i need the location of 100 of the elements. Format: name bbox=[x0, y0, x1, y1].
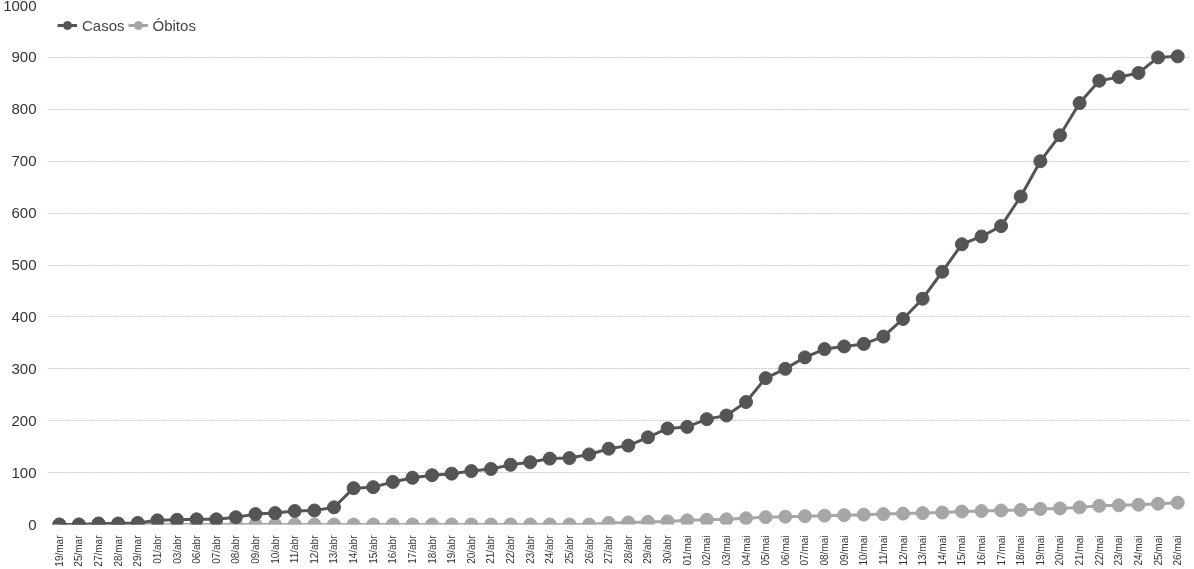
x-tick-label: 03/mai bbox=[720, 535, 732, 566]
x-tick-label: 19/abr bbox=[446, 534, 458, 564]
x-tick-label: 07/mai bbox=[799, 535, 811, 566]
point bbox=[1052, 128, 1067, 143]
point bbox=[896, 506, 911, 521]
x-tick-label: 05/mai bbox=[760, 535, 772, 566]
point bbox=[385, 474, 400, 489]
x-tick-label: 13/abr bbox=[328, 534, 340, 564]
x-tick-label: 23/mai bbox=[1113, 535, 1125, 566]
point bbox=[915, 506, 930, 521]
x-tick-label: 24/abr bbox=[544, 534, 556, 564]
point bbox=[739, 395, 754, 409]
point bbox=[307, 503, 322, 518]
x-tick-label: 24/mai bbox=[1132, 535, 1144, 566]
point bbox=[640, 430, 655, 445]
x-tick-label: 30/abr bbox=[662, 534, 674, 564]
point bbox=[170, 512, 185, 525]
point bbox=[542, 451, 557, 466]
x-tick-label: 20/abr bbox=[465, 534, 477, 564]
point bbox=[915, 291, 930, 306]
point bbox=[758, 371, 773, 386]
point bbox=[582, 447, 597, 462]
x-tick-label: 08/abr bbox=[230, 534, 242, 564]
y-tick-label: 500 bbox=[11, 256, 37, 273]
x-tick-label: 18/mai bbox=[1015, 535, 1027, 566]
point bbox=[797, 350, 812, 365]
point bbox=[1111, 70, 1126, 85]
point bbox=[837, 508, 852, 523]
point bbox=[366, 480, 381, 495]
point bbox=[1072, 96, 1087, 111]
x-tick-label: 16/mai bbox=[976, 535, 988, 566]
x-tick-label: 28/abr bbox=[622, 534, 634, 564]
x-tick-label: 29/mar bbox=[132, 534, 144, 567]
y-tick-label: 1000 bbox=[3, 0, 37, 14]
point bbox=[1033, 501, 1048, 516]
y-tick-label: 800 bbox=[11, 100, 37, 118]
point bbox=[1151, 496, 1166, 511]
legend-label: Óbitos bbox=[152, 16, 196, 34]
x-tick-label: 17/abr bbox=[406, 534, 418, 564]
point bbox=[778, 361, 793, 376]
x-tick-label: 09/abr bbox=[249, 534, 261, 564]
point bbox=[483, 461, 498, 476]
x-tick-label: 25/mai bbox=[1152, 535, 1164, 566]
point bbox=[758, 510, 773, 525]
point bbox=[1170, 49, 1185, 64]
y-tick-label: 0 bbox=[28, 515, 37, 533]
point bbox=[817, 508, 832, 523]
point bbox=[954, 504, 969, 519]
x-tick-label: 22/mai bbox=[1093, 535, 1105, 566]
y-tick-label: 400 bbox=[11, 307, 37, 325]
point bbox=[150, 513, 165, 525]
x-tick-label: 15/abr bbox=[367, 534, 379, 564]
point bbox=[326, 500, 341, 515]
x-tick-label: 12/mai bbox=[897, 535, 909, 566]
x-tick-label: 15/mai bbox=[956, 535, 968, 566]
x-tick-label: 14/abr bbox=[348, 534, 360, 564]
point bbox=[503, 457, 518, 472]
x-tick-label: 20/mai bbox=[1054, 535, 1066, 566]
point bbox=[660, 514, 675, 525]
x-tick-label: 01/abr bbox=[151, 534, 163, 564]
x-tick-label: 25/abr bbox=[563, 534, 575, 564]
point bbox=[621, 438, 636, 453]
point bbox=[1052, 501, 1067, 516]
point bbox=[1013, 502, 1028, 517]
x-tick-label: 21/abr bbox=[485, 534, 497, 564]
point bbox=[1131, 65, 1146, 80]
point bbox=[1072, 500, 1087, 515]
point bbox=[974, 504, 989, 518]
point bbox=[660, 421, 675, 436]
point bbox=[1033, 154, 1048, 169]
point bbox=[699, 412, 714, 427]
x-tick-label: 28/mar bbox=[112, 534, 124, 567]
x-tick-label: 19/mai bbox=[1034, 535, 1046, 566]
point bbox=[994, 219, 1009, 234]
x-tick-label: 27/mar bbox=[93, 534, 105, 567]
y-tick-label: 900 bbox=[11, 48, 37, 66]
x-tick-label: 18/abr bbox=[426, 534, 438, 564]
x-tick-label: 13/mai bbox=[917, 535, 929, 566]
point bbox=[287, 504, 302, 518]
point bbox=[346, 481, 361, 496]
x-tick-label: 07/abr bbox=[210, 534, 222, 564]
x-tick-label: 10/mai bbox=[858, 535, 870, 566]
point bbox=[739, 511, 754, 525]
x-tick-label: 14/mai bbox=[936, 535, 948, 566]
point bbox=[601, 441, 616, 456]
point bbox=[935, 264, 950, 279]
x-tick-label: 21/mai bbox=[1074, 535, 1086, 566]
x-tick-label: 06/abr bbox=[191, 534, 203, 564]
point bbox=[837, 339, 852, 354]
x-tick-label: 29/abr bbox=[642, 534, 654, 564]
point bbox=[189, 512, 204, 525]
x-tick-label: 09/mai bbox=[838, 535, 850, 566]
x-tick-label: 27/abr bbox=[603, 534, 615, 564]
point bbox=[1092, 73, 1107, 88]
y-tick-label: 600 bbox=[11, 204, 37, 222]
point bbox=[876, 507, 891, 522]
y-tick-label: 700 bbox=[11, 152, 37, 170]
point bbox=[719, 408, 734, 423]
x-tick-label: 22/abr bbox=[505, 534, 517, 564]
x-tick-label: 08/mai bbox=[819, 535, 831, 566]
